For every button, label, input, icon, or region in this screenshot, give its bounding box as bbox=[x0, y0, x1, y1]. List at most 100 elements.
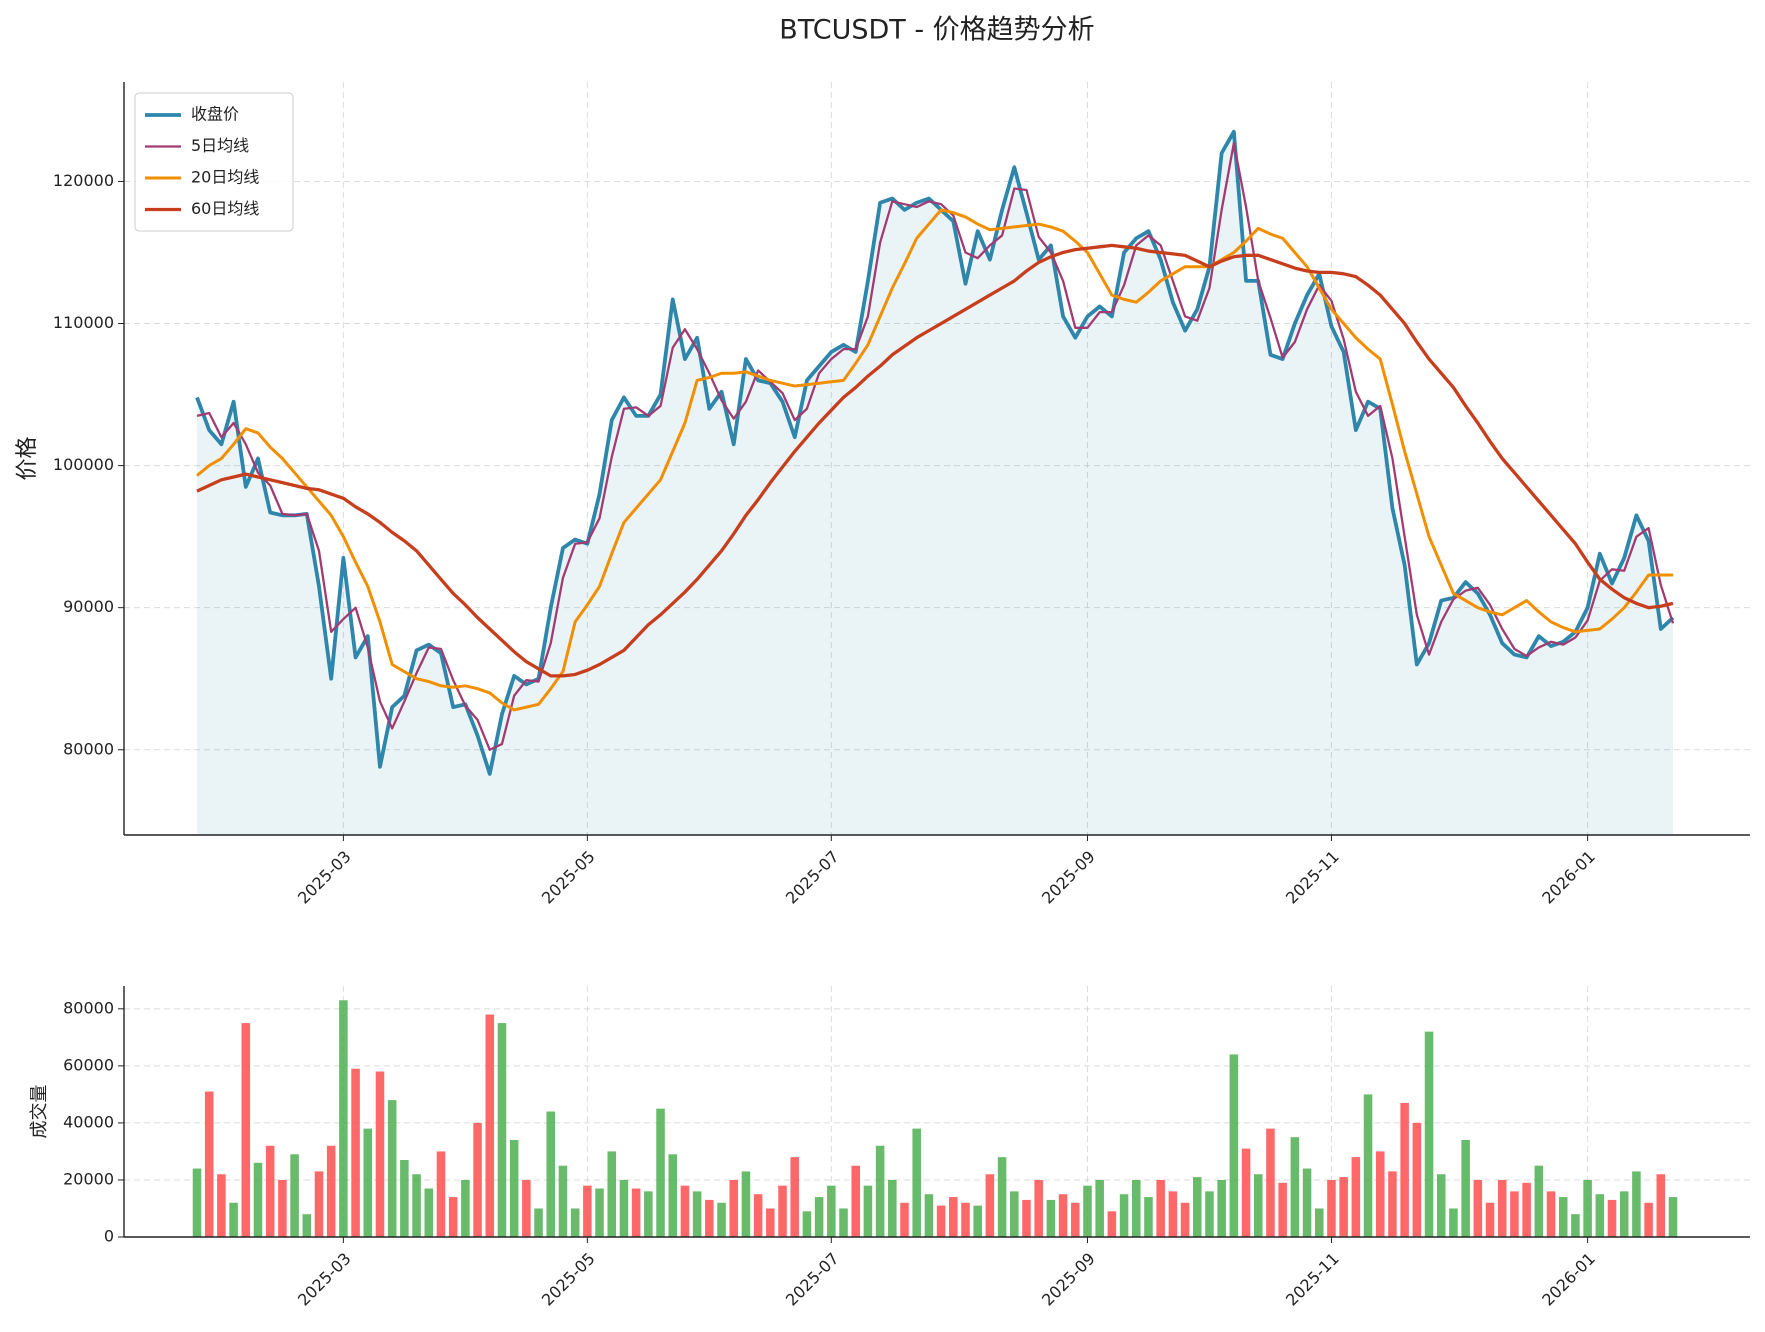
legend-box bbox=[134, 92, 294, 232]
volume-bar bbox=[485, 1014, 495, 1237]
volume-bar bbox=[192, 1168, 202, 1237]
volume-bar bbox=[1205, 1191, 1214, 1237]
x-tick-label: 2026-01 bbox=[1538, 847, 1599, 908]
x-tick-label: 2025-11 bbox=[1282, 1249, 1343, 1310]
volume-bar bbox=[314, 1171, 324, 1237]
volume-bar bbox=[1497, 1179, 1507, 1237]
volume-bar bbox=[497, 1023, 507, 1237]
volume-bar bbox=[363, 1128, 373, 1237]
volume-bar bbox=[326, 1145, 336, 1237]
volume-bar bbox=[1302, 1168, 1312, 1237]
volume-bar bbox=[1180, 1202, 1190, 1237]
volume-bar bbox=[1144, 1197, 1153, 1237]
x-tick-label: 2025-05 bbox=[538, 847, 599, 908]
y-tick-label: 60000 bbox=[63, 1055, 114, 1074]
volume-bar bbox=[1339, 1177, 1348, 1237]
volume-bar bbox=[1656, 1174, 1666, 1237]
legend-label: 60日均线 bbox=[191, 199, 259, 218]
volume-bar bbox=[1290, 1137, 1300, 1237]
volume-bar bbox=[1266, 1128, 1275, 1237]
volume-bar bbox=[827, 1185, 836, 1237]
volume-bar bbox=[229, 1202, 238, 1237]
volume-bar bbox=[1192, 1177, 1202, 1237]
volume-bar bbox=[656, 1108, 665, 1237]
volume-bar bbox=[1436, 1174, 1446, 1237]
volume-bar bbox=[680, 1185, 690, 1237]
volume-bar bbox=[278, 1179, 287, 1237]
volume-bar bbox=[217, 1174, 226, 1237]
volume-bar bbox=[595, 1188, 604, 1237]
volume-bar bbox=[241, 1023, 251, 1237]
y-axis-label: 价格 bbox=[15, 436, 40, 480]
volume-bar bbox=[863, 1185, 873, 1237]
volume-bar bbox=[1241, 1148, 1251, 1237]
volume-bar bbox=[1132, 1179, 1141, 1237]
y-tick-label: 0 bbox=[104, 1227, 114, 1246]
volume-bar bbox=[961, 1202, 970, 1237]
volume-bar bbox=[424, 1188, 434, 1237]
volume-bar bbox=[1168, 1191, 1178, 1237]
volume-bar bbox=[1107, 1211, 1117, 1237]
volume-bar bbox=[436, 1151, 446, 1237]
volume-bar bbox=[558, 1165, 568, 1237]
volume-bar bbox=[802, 1211, 812, 1237]
volume-bar bbox=[1229, 1054, 1239, 1237]
volume-bar bbox=[778, 1185, 787, 1237]
volume-bar bbox=[644, 1191, 653, 1237]
x-tick-label: 2025-03 bbox=[294, 847, 355, 908]
volume-bar bbox=[522, 1179, 531, 1237]
volume-bar bbox=[265, 1145, 275, 1237]
x-tick-label: 2025-07 bbox=[782, 1249, 843, 1310]
volume-bar bbox=[619, 1179, 629, 1237]
y-tick-label: 90000 bbox=[63, 597, 114, 616]
volume-bar bbox=[1583, 1179, 1592, 1237]
volume-bar bbox=[1253, 1174, 1263, 1237]
volume-bar bbox=[1619, 1191, 1629, 1237]
volume-bar bbox=[302, 1214, 312, 1237]
volume-bar bbox=[912, 1128, 921, 1237]
volume-bar bbox=[839, 1208, 848, 1237]
volume-bar bbox=[1461, 1140, 1470, 1237]
volume-bar bbox=[1022, 1199, 1031, 1237]
volume-bar bbox=[339, 1000, 348, 1237]
volume-bar bbox=[985, 1174, 995, 1237]
volume-bar bbox=[546, 1111, 556, 1237]
volume-bar bbox=[1400, 1102, 1409, 1237]
volume-bar bbox=[473, 1122, 482, 1237]
y-tick-label: 100000 bbox=[53, 455, 114, 474]
volume-bar bbox=[1351, 1157, 1361, 1237]
volume-bar bbox=[570, 1208, 580, 1237]
volume-bar bbox=[1473, 1179, 1483, 1237]
volume-bar bbox=[936, 1205, 946, 1237]
volume-bar bbox=[375, 1071, 385, 1237]
volume-bar bbox=[717, 1202, 726, 1237]
series-line bbox=[196, 243, 1674, 678]
volume-bar bbox=[1571, 1214, 1580, 1237]
volume-bar bbox=[753, 1194, 763, 1237]
volume-bar bbox=[1095, 1179, 1104, 1237]
volume-bar bbox=[1632, 1171, 1641, 1237]
y-tick-label: 120000 bbox=[53, 171, 114, 190]
y-tick-label: 80000 bbox=[63, 739, 114, 758]
legend-label: 收盘价 bbox=[191, 105, 239, 124]
volume-bar bbox=[461, 1179, 470, 1237]
volume-bar bbox=[290, 1154, 299, 1237]
x-tick-label: 2025-09 bbox=[1038, 1249, 1099, 1310]
volume-bar bbox=[1058, 1194, 1068, 1237]
volume-bar bbox=[924, 1194, 934, 1237]
volume-bar bbox=[1388, 1171, 1397, 1237]
volume-bar bbox=[1010, 1191, 1019, 1237]
volume-bar bbox=[875, 1145, 885, 1237]
volume-bar bbox=[607, 1151, 617, 1237]
volume-bar bbox=[253, 1162, 263, 1237]
chart-title: BTCUSDT - 价格趋势分析 bbox=[779, 15, 1094, 46]
volume-bar bbox=[851, 1165, 860, 1237]
volume-bar bbox=[814, 1197, 824, 1237]
volume-bar bbox=[1278, 1182, 1287, 1237]
volume-bar bbox=[1046, 1199, 1056, 1237]
volume-bar bbox=[1156, 1179, 1165, 1237]
volume-bar bbox=[1327, 1179, 1336, 1237]
volume-bar bbox=[766, 1208, 775, 1237]
x-tick-label: 2025-07 bbox=[782, 847, 843, 908]
